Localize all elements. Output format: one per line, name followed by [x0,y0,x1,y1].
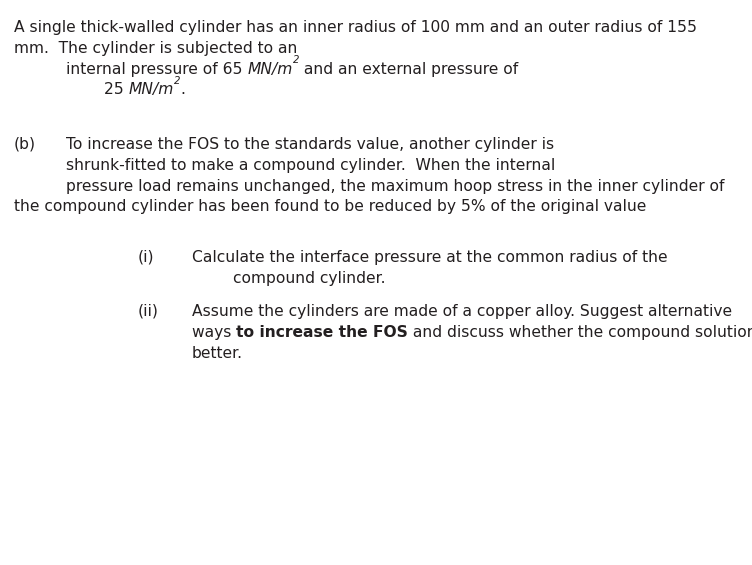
Text: the compound cylinder has been found to be reduced by 5% of the original value: the compound cylinder has been found to … [14,199,646,215]
Text: and discuss whether the compound solution is: and discuss whether the compound solutio… [408,325,752,340]
Text: better.: better. [192,346,243,361]
Text: 2: 2 [293,55,299,65]
Text: compound cylinder.: compound cylinder. [233,271,386,286]
Text: Calculate the interface pressure at the common radius of the: Calculate the interface pressure at the … [192,250,667,265]
Text: MN/m: MN/m [247,62,293,77]
Text: and an external pressure of: and an external pressure of [299,62,519,77]
Text: mm.  The cylinder is subjected to an: mm. The cylinder is subjected to an [14,41,297,56]
Text: pressure load remains unchanged, the maximum hoop stress in the inner cylinder o: pressure load remains unchanged, the max… [66,179,725,194]
Text: shrunk-fitted to make a compound cylinder.  When the internal: shrunk-fitted to make a compound cylinde… [66,158,556,173]
Text: (ii): (ii) [138,304,159,319]
Text: Assume the cylinders are made of a copper alloy. Suggest alternative: Assume the cylinders are made of a coppe… [192,304,732,319]
Text: internal pressure of 65: internal pressure of 65 [66,62,247,77]
Text: to increase the FOS: to increase the FOS [236,325,408,340]
Text: A single thick-walled cylinder has an inner radius of 100 mm and an outer radius: A single thick-walled cylinder has an in… [14,20,696,35]
Text: MN/m: MN/m [129,82,174,98]
Text: (i): (i) [138,250,154,265]
Text: (b): (b) [14,137,35,152]
Text: .: . [180,82,185,98]
Text: 25: 25 [104,82,129,98]
Text: ways: ways [192,325,236,340]
Text: To increase the FOS to the standards value, another cylinder is: To increase the FOS to the standards val… [66,137,554,152]
Text: 2: 2 [174,76,180,86]
